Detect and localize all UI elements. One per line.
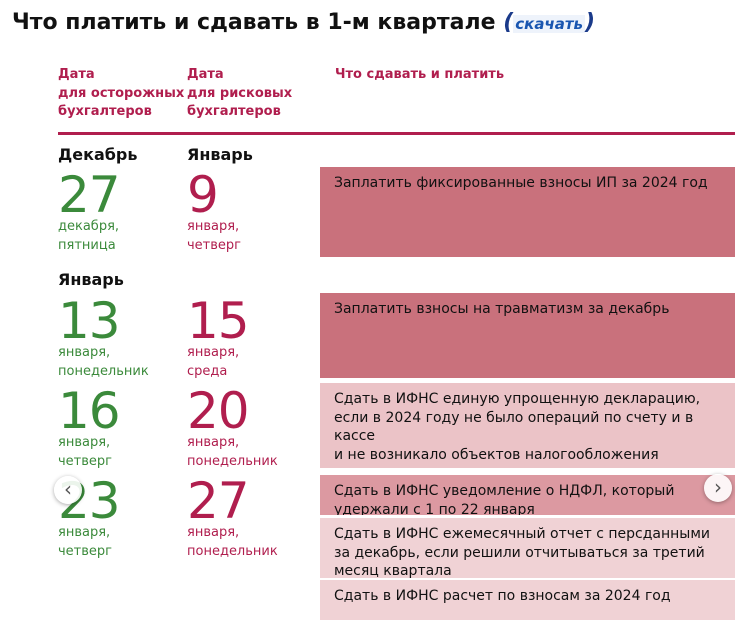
task-card: Сдать в ИФНС единую упрощенную деклараци…: [320, 383, 735, 468]
column-header-line: Дата: [58, 67, 95, 82]
task-line: Сдать в ИФНС единую упрощенную деклараци…: [334, 391, 701, 407]
task-line: за декабрь, если решили отчитываться за …: [334, 544, 705, 561]
task-line: Сдать в ИФНС уведомление о НДФЛ, который: [334, 483, 675, 499]
task-card: Заплатить фиксированные взносы ИП за 202…: [320, 167, 735, 257]
title: Что платить и сдавать в 1-м квартале (ск…: [12, 10, 595, 35]
title-text: Что платить и сдавать в 1-м квартале: [12, 10, 496, 35]
day-caption: января,: [187, 219, 240, 234]
day-caption: четверг: [58, 543, 112, 559]
day-caption: января,: [58, 345, 111, 360]
day-caption: пятница: [58, 237, 116, 253]
day-number: 27: [58, 166, 121, 224]
day-number: 27: [187, 472, 250, 530]
task-card: Сдать в ИФНС уведомление о НДФЛ, который…: [320, 475, 735, 515]
month-label: Январь: [58, 270, 124, 289]
day-number: 16: [58, 382, 121, 440]
next-button[interactable]: ›: [704, 474, 732, 502]
task-line: и не возникало объектов налогообложения: [334, 446, 659, 463]
day-caption: среда: [187, 363, 228, 379]
day-caption: января,: [187, 345, 240, 360]
day-caption: понедельник: [187, 453, 278, 469]
month-label: Январь: [187, 145, 253, 164]
day-caption: января,: [58, 525, 111, 540]
column-header: Дата для осторожных бухгалтеров: [58, 66, 184, 122]
download-link[interactable]: скачать: [513, 15, 586, 33]
prev-button[interactable]: ‹: [54, 476, 82, 504]
day-caption: понедельник: [58, 363, 149, 379]
column-header-line: для рисковых: [187, 85, 293, 101]
column-header: Дата для рисковых бухгалтеров: [187, 66, 292, 122]
day-caption: января,: [58, 435, 111, 450]
task-line: если в 2024 году не было операций по сче…: [334, 409, 694, 445]
header-rule: [58, 132, 735, 135]
task-line: Заплатить взносы на травматизм за декабр…: [334, 301, 670, 317]
task-line: Сдать в ИФНС ежемесячный отчет с персдан…: [334, 526, 711, 542]
day-caption: четверг: [187, 237, 241, 253]
task-card: Заплатить взносы на травматизм за декабр…: [320, 293, 735, 378]
day-number: 20: [187, 382, 250, 440]
day-caption: четверг: [58, 453, 112, 469]
column-header-line: для осторожных: [58, 85, 185, 101]
task-card: Сдать в ИФНС ежемесячный отчет с персдан…: [320, 518, 735, 578]
paren: (скачать): [503, 10, 596, 35]
column-header-line: Дата: [187, 67, 224, 82]
task-line: Заплатить фиксированные взносы ИП за 202…: [334, 175, 708, 191]
task-card: Сдать в ИФНС расчет по взносам за 2024 г…: [320, 580, 735, 620]
day-caption: понедельник: [187, 543, 278, 559]
day-number: 13: [58, 292, 121, 350]
day-caption: декабря,: [58, 219, 120, 234]
task-line: Сдать в ИФНС расчет по взносам за 2024 г…: [334, 588, 671, 604]
page: {"header": {"title": "Что платить и сдав…: [12, 10, 735, 620]
column-header-line: бухгалтеров: [58, 104, 152, 119]
task-line: месяц квартала: [334, 563, 452, 578]
month-label: Декабрь: [58, 145, 138, 164]
column-header-line: Что сдавать и платить: [335, 67, 505, 82]
task-line: удержали с 1 по 22 января: [334, 501, 535, 516]
column-header: Что сдавать и платить: [335, 66, 504, 85]
day-caption: января,: [187, 525, 240, 540]
day-number: 15: [187, 292, 250, 350]
column-header-line: бухгалтеров: [187, 104, 281, 119]
day-caption: января,: [187, 435, 240, 450]
day-number: 9: [187, 166, 219, 224]
